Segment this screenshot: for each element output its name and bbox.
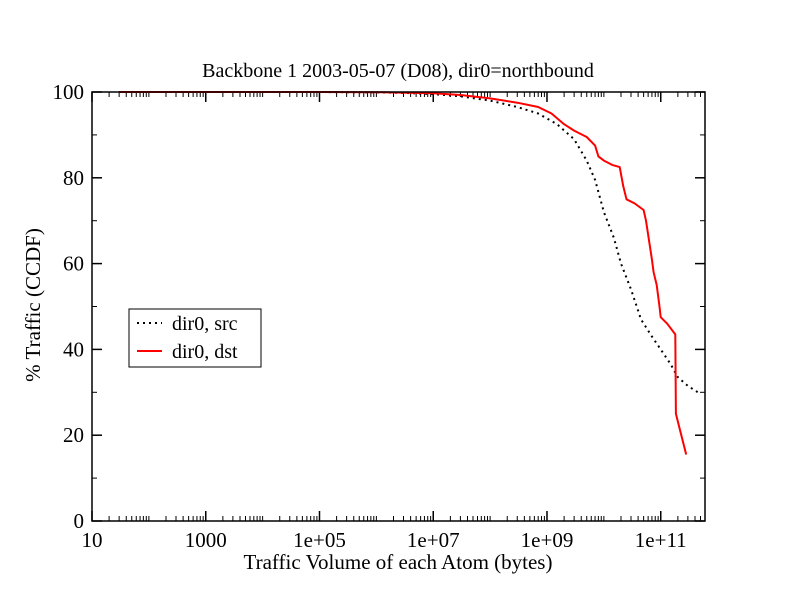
x-tick-label: 1e+07 — [407, 528, 460, 552]
x-tick-label: 10 — [82, 528, 103, 552]
y-tick-label: 80 — [63, 166, 84, 190]
data-series — [119, 91, 699, 455]
x-tick-label: 1e+05 — [293, 528, 346, 552]
tick-labels: 10 1000 1e+05 1e+07 1e+09 1e+11 0 20 40 60 80 100 — [53, 80, 687, 552]
axis-ticks — [91, 91, 706, 522]
y-tick-label: 40 — [63, 337, 84, 361]
legend-label-dst: dir0, dst — [172, 341, 238, 363]
chart-title: Backbone 1 2003-05-07 (D08), dir0=northb… — [202, 60, 594, 82]
y-axis-label: % Traffic (CCDF) — [21, 228, 45, 382]
y-tick-label: 0 — [74, 509, 85, 533]
series-line-dst — [119, 91, 688, 455]
plot-frame — [91, 91, 706, 522]
legend: dir0, src dir0, dst — [128, 308, 262, 368]
x-tick-label: 1000 — [185, 528, 227, 552]
x-axis-label: Traffic Volume of each Atom (bytes) — [244, 550, 553, 574]
legend-label-src: dir0, src — [172, 313, 238, 335]
legend-box — [128, 308, 262, 368]
y-tick-label: 20 — [63, 423, 84, 447]
y-tick-label: 100 — [53, 80, 85, 104]
x-tick-label: 1e+11 — [635, 528, 687, 552]
x-tick-label: 1e+09 — [521, 528, 574, 552]
y-tick-label: 60 — [63, 252, 84, 276]
